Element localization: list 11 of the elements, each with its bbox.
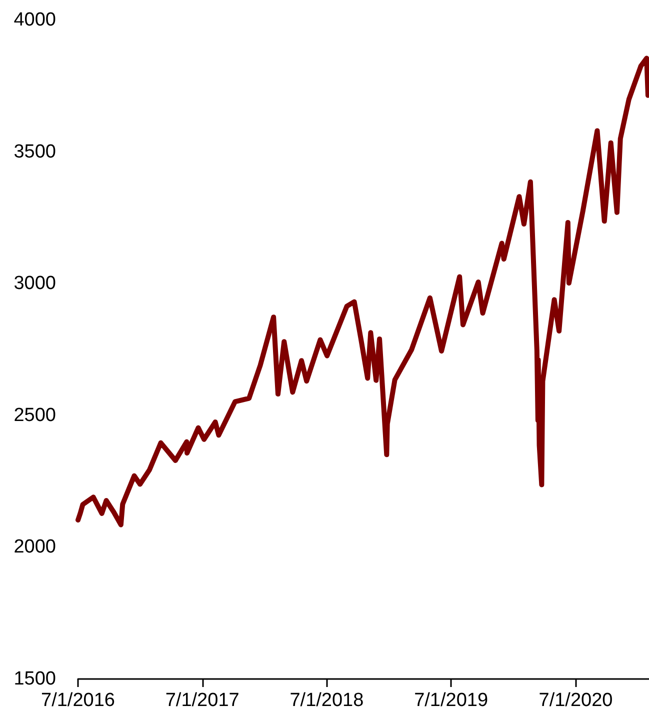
y-tick-label: 2500 [14,404,56,426]
y-tick-label: 2000 [14,536,56,558]
y-tick-label: 3000 [14,273,56,294]
x-tick-label: 7/1/2017 [165,690,240,711]
x-tick-label: 7/1/2019 [414,690,488,711]
x-tick-label: 7/1/2020 [538,690,613,711]
x-tick-label: 7/1/2016 [41,690,115,711]
y-tick-label: 3500 [14,141,56,162]
y-tick-label: 4000 [14,10,56,30]
y-tick-label: 1500 [14,668,56,690]
x-tick-label: 7/1/2018 [290,690,364,711]
